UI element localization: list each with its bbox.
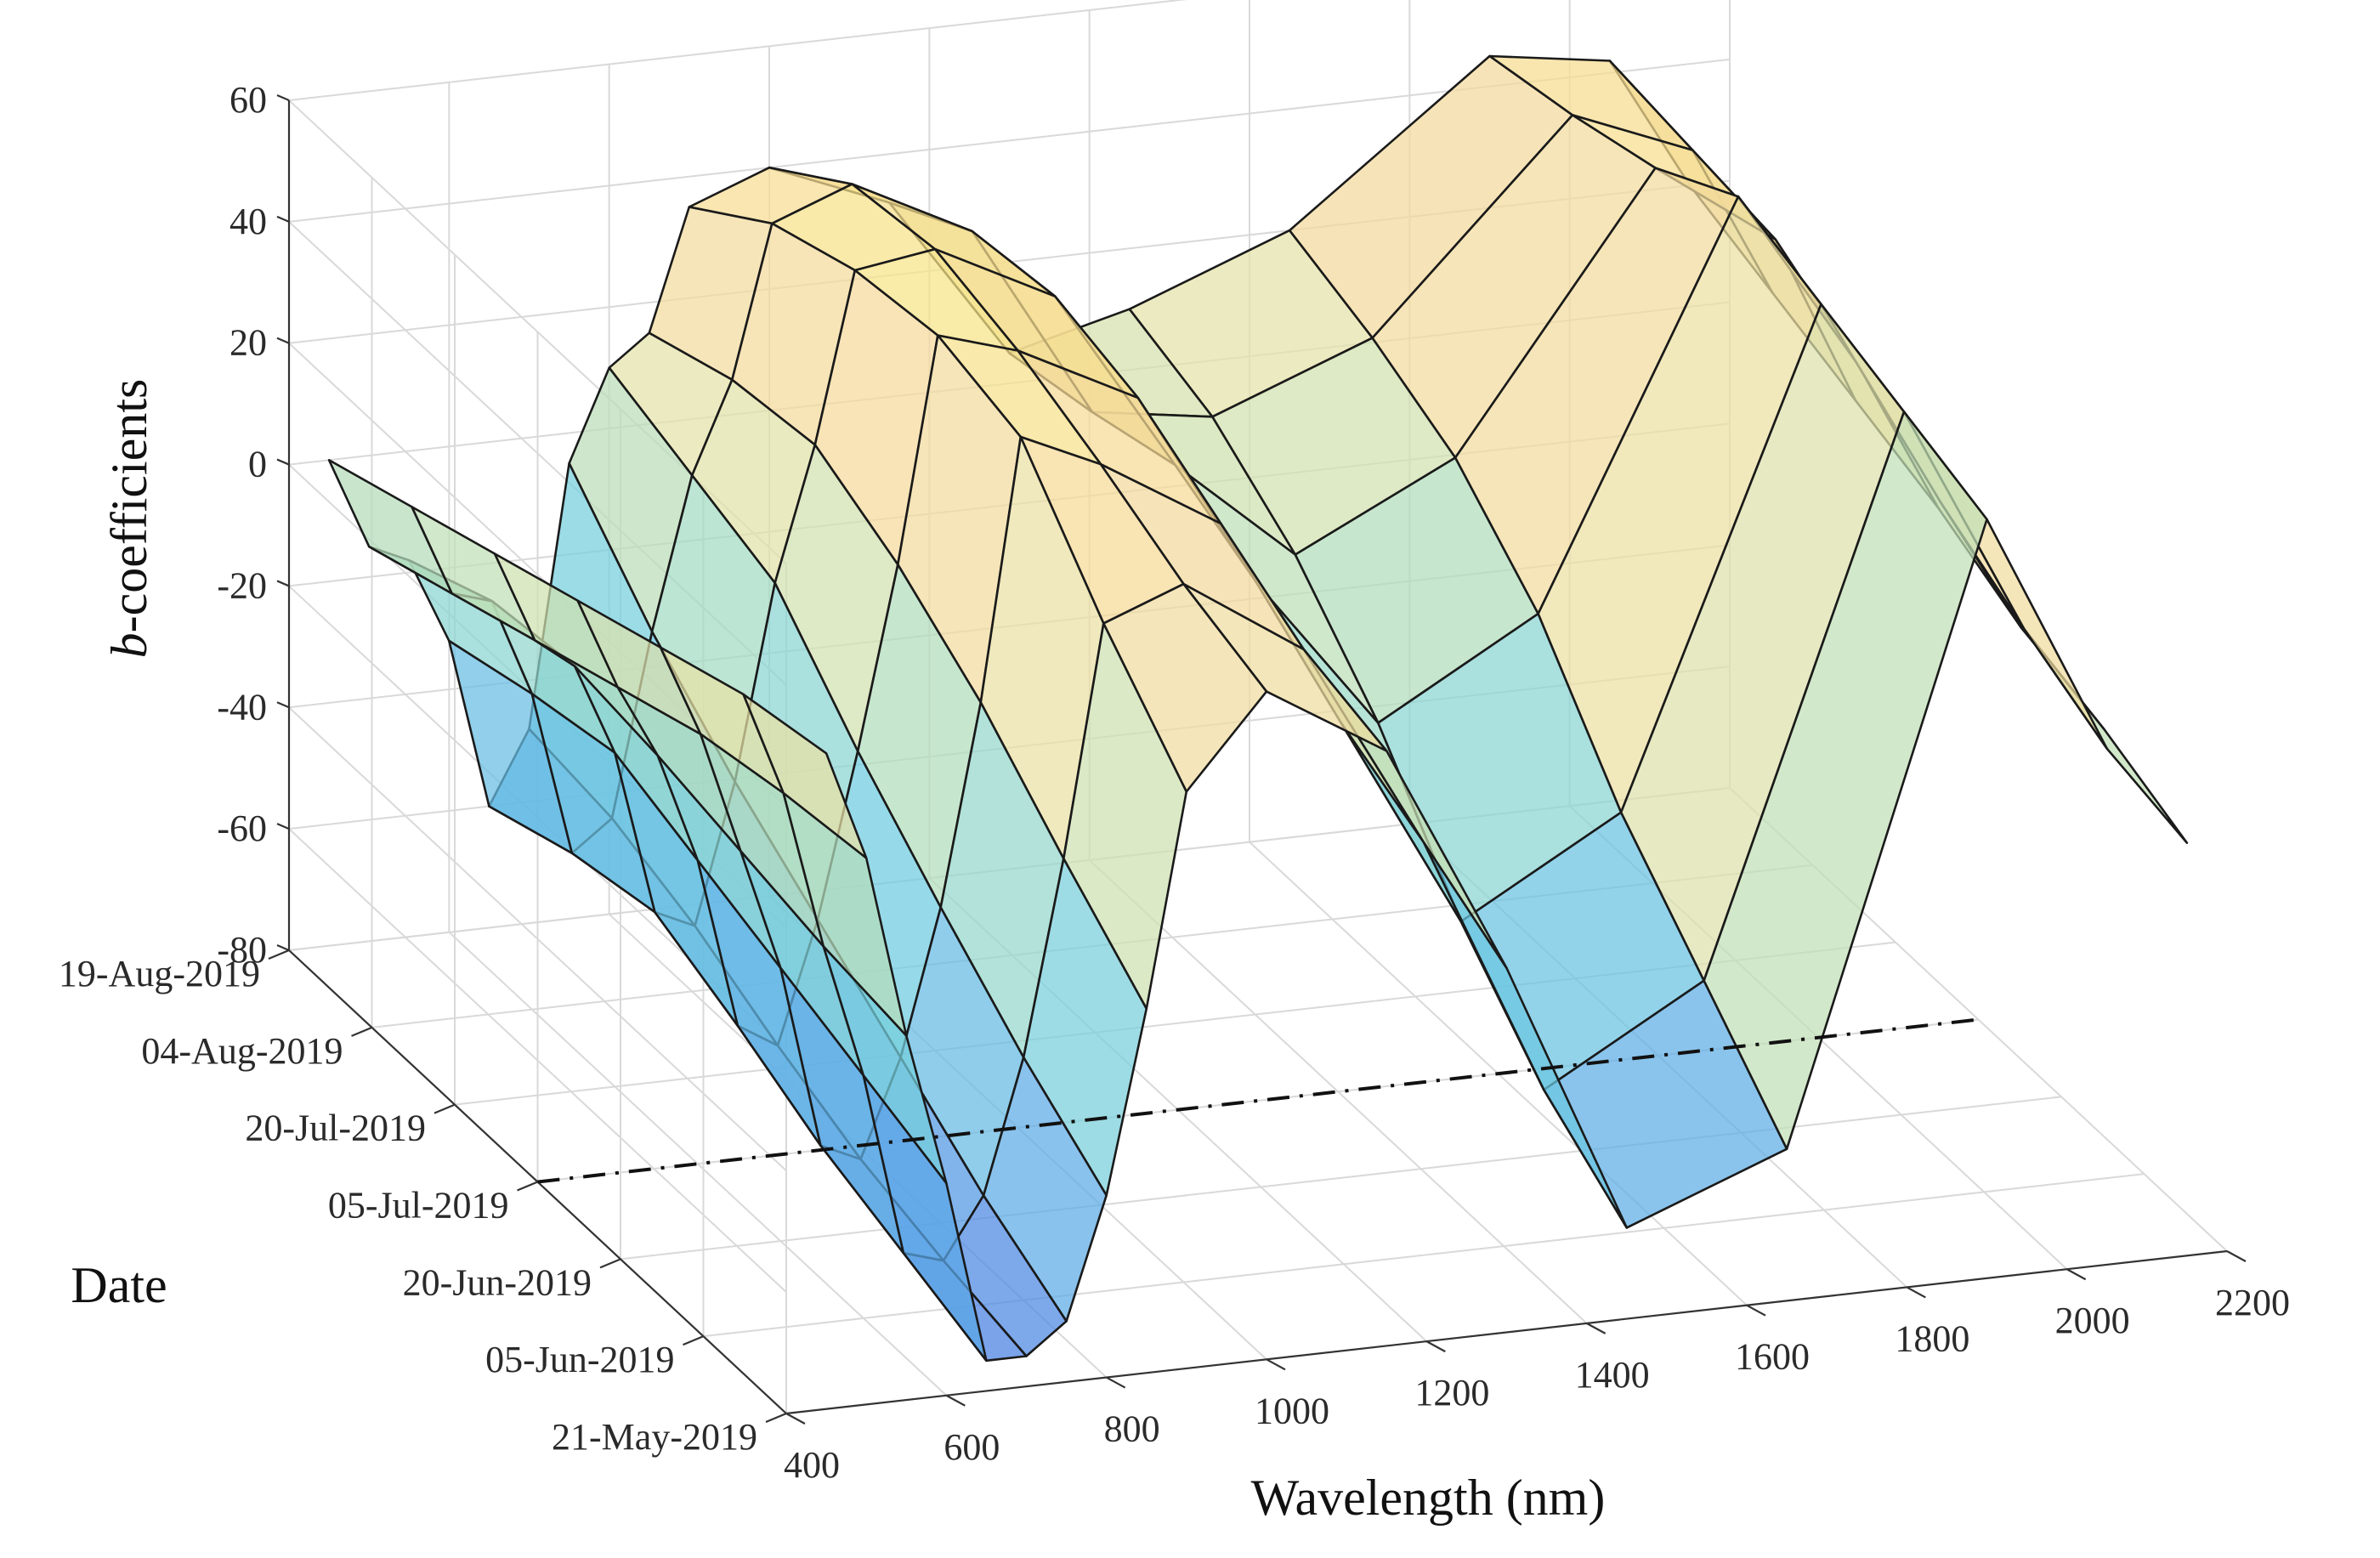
x-tick-labels: 400 600 800 1000 1200 1400 1600 1800 2000 2200	[784, 1250, 2290, 1486]
grid-line-z-back	[288, 0, 1187, 101]
x-tick-mark	[2066, 1268, 2087, 1281]
x-tick-label: 2200	[2215, 1282, 2290, 1323]
y-tick-label: 21-May-2019	[552, 1416, 757, 1458]
x-tick-mark	[785, 1413, 806, 1425]
y-tick-label: 05-Jul-2019	[328, 1185, 509, 1227]
x-axis-line	[785, 1249, 2228, 1415]
y-tick-label: 20-Jul-2019	[245, 1108, 426, 1149]
grid-line-date-floor	[620, 1096, 2062, 1261]
z-tick-label: 20	[230, 322, 267, 364]
x-tick-mark	[1586, 1322, 1606, 1334]
surface-plot	[327, 54, 2189, 1363]
z-tick-mark	[276, 458, 290, 466]
z-tick-mark	[276, 580, 290, 587]
x-tick-label: 1400	[1575, 1354, 1650, 1396]
y-tick-mark	[517, 1181, 538, 1192]
x-tick-label: 2000	[2055, 1300, 2130, 1341]
z-tick-mark	[276, 93, 290, 102]
x-tick-label: 1000	[1255, 1390, 1329, 1431]
z-tick-mark	[276, 215, 290, 223]
z-tick-label: 40	[230, 201, 267, 242]
y-tick-labels: 21-May-2019 05-Jun-2019 20-Jun-2019 05-Jul-…	[59, 949, 787, 1458]
y-tick-label: 04-Aug-2019	[141, 1030, 343, 1072]
z-tick-mark	[276, 943, 290, 952]
z-tick-mark	[276, 701, 290, 709]
y-tick-mark	[765, 1412, 787, 1424]
z-tick-label: -20	[217, 564, 267, 606]
y-tick-mark	[351, 1026, 372, 1037]
x-axis-label: Wavelength (nm)	[1251, 1470, 1606, 1526]
y-tick-mark	[599, 1258, 621, 1269]
x-tick-label: 400	[784, 1444, 840, 1486]
x-tick-label: 1200	[1414, 1372, 1489, 1414]
z-axis-label: b-coefficients	[101, 379, 157, 659]
x-tick-mark	[1425, 1340, 1446, 1353]
y-axis-label: Date	[71, 1257, 167, 1313]
z-tick-label: 0	[248, 444, 267, 485]
y-tick-label: 19-Aug-2019	[59, 953, 260, 994]
z-tick-label: -40	[217, 686, 267, 728]
z-tick-label: -80	[217, 929, 267, 971]
z-tick-labels: -80 -60 -40 -20 0 20 40 60	[217, 79, 290, 971]
x-tick-mark	[1266, 1358, 1286, 1371]
y-tick-mark	[683, 1335, 704, 1346]
y-tick-label: 20-Jun-2019	[403, 1261, 592, 1303]
x-tick-mark	[2226, 1250, 2247, 1262]
grid-line-date-floor	[703, 1173, 2145, 1338]
surface-facet	[742, 693, 868, 859]
x-tick-label: 600	[944, 1426, 1000, 1468]
x-tick-label: 1600	[1735, 1336, 1810, 1378]
y-tick-mark	[268, 949, 290, 960]
x-tick-label: 800	[1104, 1408, 1160, 1450]
reference-line	[537, 1017, 1979, 1184]
y-tick-label: 05-Jun-2019	[485, 1339, 674, 1380]
z-tick-mark	[276, 337, 290, 344]
x-tick-label: 1800	[1895, 1317, 1969, 1359]
z-axis-label-suffix: -coefficients	[101, 379, 157, 633]
z-axis-label-prefix: b	[101, 632, 157, 658]
x-tick-mark	[1906, 1286, 1926, 1299]
x-tick-mark	[945, 1394, 966, 1407]
x-tick-mark	[1106, 1376, 1126, 1389]
x-tick-mark	[1746, 1304, 1766, 1317]
z-tick-label: -60	[217, 807, 267, 849]
z-tick-mark	[276, 823, 290, 830]
z-tick-label: 60	[230, 79, 267, 121]
y-tick-mark	[434, 1103, 456, 1114]
